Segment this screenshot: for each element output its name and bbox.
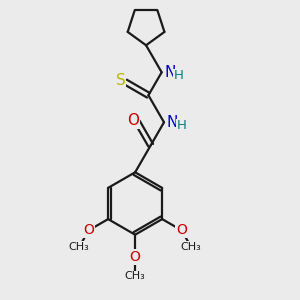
- Text: CH₃: CH₃: [125, 271, 146, 281]
- Text: N: N: [165, 65, 176, 80]
- Text: O: O: [130, 250, 141, 264]
- Text: CH₃: CH₃: [69, 242, 89, 252]
- Text: O: O: [176, 223, 187, 237]
- Text: CH₃: CH₃: [181, 242, 202, 252]
- Text: O: O: [127, 113, 139, 128]
- Text: H: H: [176, 119, 186, 132]
- Text: O: O: [83, 223, 94, 237]
- Text: N: N: [167, 115, 178, 130]
- Text: H: H: [174, 69, 184, 82]
- Text: S: S: [116, 73, 125, 88]
